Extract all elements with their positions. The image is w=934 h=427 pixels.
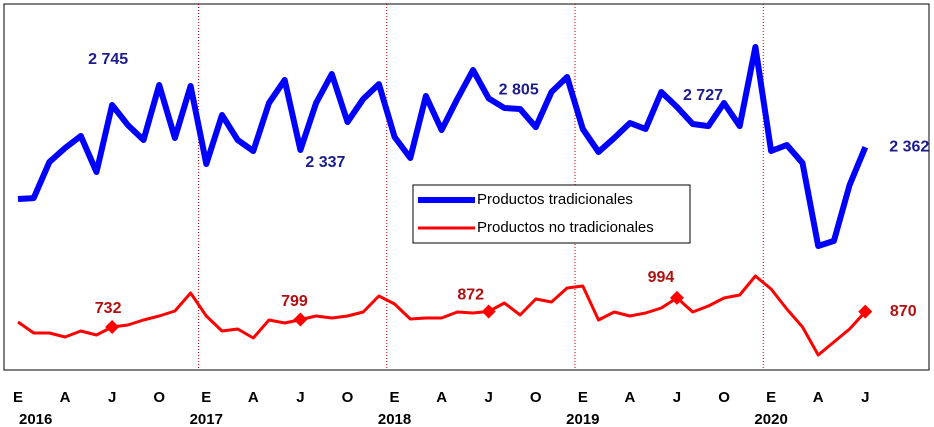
x-tick-label: E [201, 389, 211, 406]
marker [481, 304, 496, 319]
data-label: 2 362 [889, 138, 929, 155]
legend-box [412, 184, 691, 244]
x-tick-label: J [108, 389, 116, 406]
legend-label: Productos no tradicionales [477, 219, 654, 236]
x-tick-label: J [296, 389, 304, 406]
x-tick-label: A [248, 389, 259, 406]
x-tick-label: E [766, 389, 776, 406]
year-label: 2017 [190, 411, 223, 427]
data-label: 994 [648, 269, 675, 286]
x-tick-label: E [578, 389, 588, 406]
legend-label: Productos tradicionales [477, 191, 633, 208]
x-tick-label: O [153, 389, 165, 406]
x-tick-label: E [13, 389, 23, 406]
data-label: 870 [890, 303, 917, 320]
x-tick-label: O [718, 389, 730, 406]
data-label: 799 [281, 293, 308, 310]
marker [858, 304, 873, 319]
plot-frame [3, 3, 930, 371]
data-label: 2 727 [683, 87, 723, 104]
marker [293, 312, 308, 327]
series-line [17, 44, 869, 249]
year-label: 2019 [566, 411, 599, 427]
x-tick-label: A [60, 389, 71, 406]
data-label: 872 [457, 287, 484, 304]
marker [669, 290, 684, 305]
x-tick-label: O [530, 389, 542, 406]
series-line [17, 274, 867, 357]
data-label: 2 805 [499, 82, 539, 99]
data-label: 2 337 [305, 154, 345, 171]
year-label: 2018 [378, 411, 411, 427]
x-tick-label: A [813, 389, 824, 406]
year-label: 2016 [19, 411, 52, 427]
data-label: 2 745 [88, 51, 128, 68]
marker [105, 320, 120, 334]
x-tick-label: J [485, 389, 493, 406]
x-tick-label: O [342, 389, 354, 406]
year-label: 2020 [754, 411, 787, 427]
x-tick-label: E [390, 389, 400, 406]
x-tick-label: A [624, 389, 635, 406]
x-tick-label: J [673, 389, 681, 406]
x-tick-label: A [436, 389, 447, 406]
data-label: 732 [95, 300, 122, 317]
x-tick-label: J [861, 389, 869, 406]
